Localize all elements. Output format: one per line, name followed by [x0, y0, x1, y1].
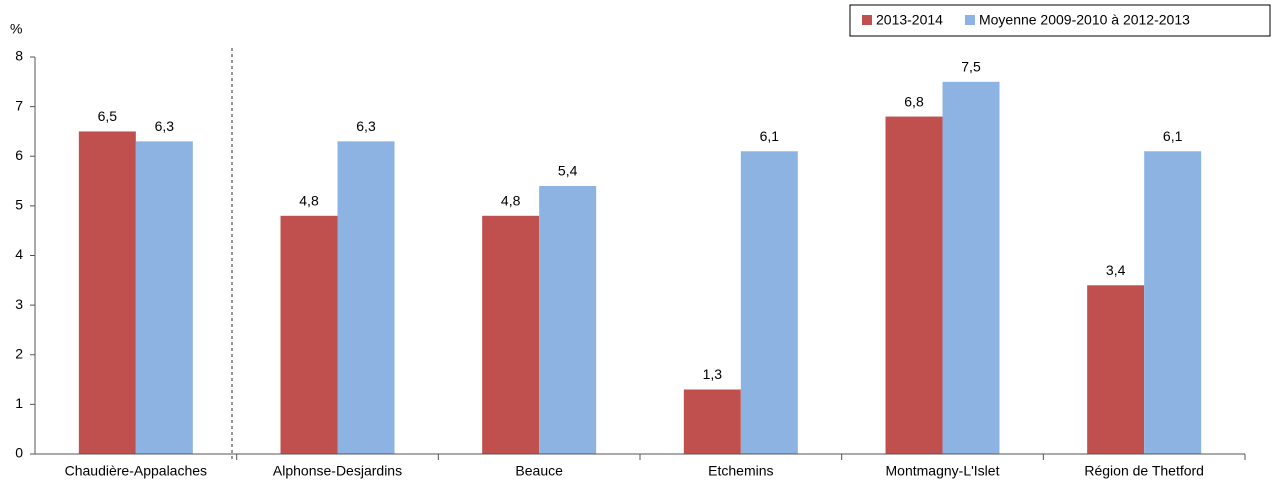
value-label: 3,4: [1106, 262, 1126, 278]
y-tick-label: 2: [15, 345, 23, 361]
x-tick-label: Montmagny-L'Islet: [886, 463, 1000, 479]
bar: [280, 215, 338, 454]
bar: [1144, 151, 1202, 454]
bar: [683, 389, 741, 454]
legend-label: Moyenne 2009-2010 à 2012-2013: [979, 12, 1190, 28]
bar: [337, 141, 395, 455]
x-tick-label: Alphonse-Desjardins: [273, 463, 402, 479]
value-label: 1,3: [703, 366, 723, 382]
value-label: 6,1: [1163, 128, 1183, 144]
value-label: 5,4: [558, 163, 578, 179]
legend-swatch: [862, 15, 872, 25]
legend-label: 2013-2014: [876, 12, 943, 28]
y-tick-label: 3: [15, 296, 23, 312]
value-label: 6,5: [98, 108, 118, 124]
legend-box: [849, 4, 1271, 37]
y-tick-label: 0: [15, 445, 23, 461]
value-label: 6,1: [760, 128, 780, 144]
bar: [482, 215, 540, 454]
y-tick-label: 1: [15, 395, 23, 411]
bar: [885, 116, 943, 455]
bar: [78, 131, 136, 454]
y-tick-label: 4: [15, 246, 23, 262]
x-tick-label: Etchemins: [708, 463, 773, 479]
x-tick-label: Région de Thetford: [1084, 463, 1204, 479]
bar: [135, 141, 193, 455]
y-tick-label: 6: [15, 147, 23, 163]
value-label: 4,8: [299, 193, 319, 209]
legend-swatch: [964, 15, 975, 25]
value-label: 6,3: [155, 118, 175, 134]
y-axis-label: %: [10, 21, 22, 37]
value-label: 6,3: [356, 118, 376, 134]
x-tick-label: Beauce: [515, 463, 563, 479]
bar: [539, 186, 597, 454]
y-tick-label: 8: [15, 48, 23, 64]
bar: [942, 81, 1000, 454]
value-label: 6,8: [904, 93, 924, 109]
y-tick-label: 5: [15, 197, 23, 213]
value-label: 4,8: [501, 193, 521, 209]
y-tick-label: 7: [15, 97, 23, 113]
value-label: 7,5: [961, 59, 981, 75]
x-tick-label: Chaudière-Appalaches: [65, 463, 207, 479]
bar: [740, 151, 798, 454]
bar: [1087, 285, 1145, 454]
